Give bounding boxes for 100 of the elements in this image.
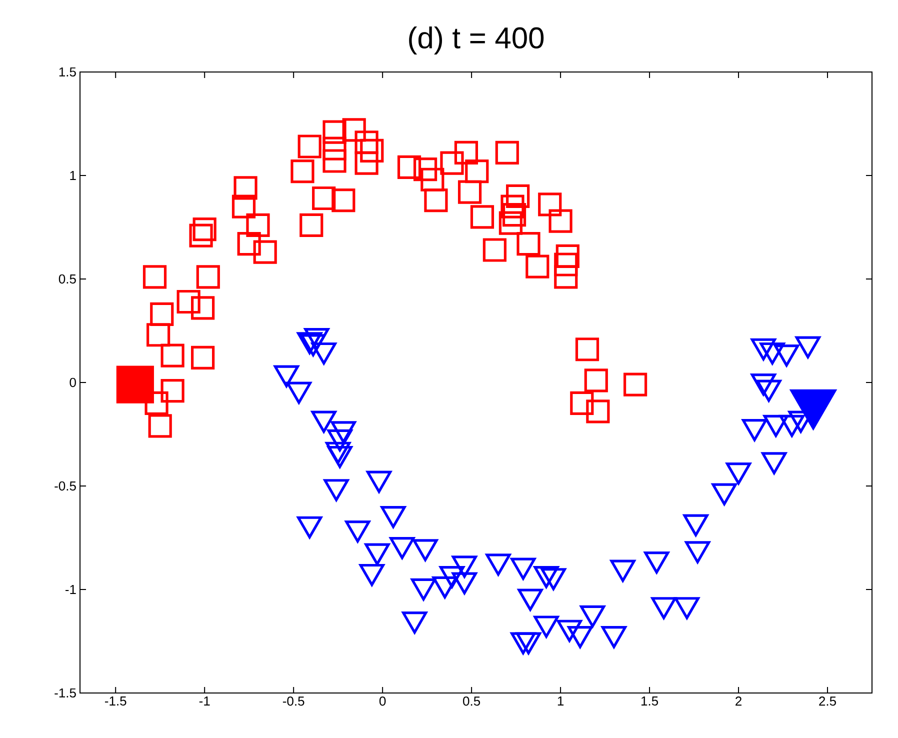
point xyxy=(246,213,270,237)
point xyxy=(397,155,422,180)
point xyxy=(360,138,384,162)
point xyxy=(452,556,477,578)
point xyxy=(644,552,670,574)
point xyxy=(412,539,438,562)
point xyxy=(176,290,200,314)
point xyxy=(575,338,600,362)
point xyxy=(779,414,804,438)
point xyxy=(506,184,530,208)
point xyxy=(304,328,330,350)
point xyxy=(237,232,261,256)
point xyxy=(424,188,448,212)
y-tick-label: 1 xyxy=(70,171,76,180)
point xyxy=(756,380,782,402)
point xyxy=(452,572,477,594)
point xyxy=(548,209,572,233)
y-tick-label: 0.5 xyxy=(58,274,76,284)
point xyxy=(726,462,752,485)
point xyxy=(160,344,184,368)
point xyxy=(482,238,506,262)
point xyxy=(359,564,384,586)
x-tick-label: 2 xyxy=(736,696,742,706)
point xyxy=(651,597,676,620)
point xyxy=(516,632,542,654)
point xyxy=(366,470,392,493)
point xyxy=(189,224,213,248)
point xyxy=(568,626,593,648)
point xyxy=(300,213,324,237)
point xyxy=(160,378,184,403)
point xyxy=(297,332,322,354)
point xyxy=(354,130,378,154)
point xyxy=(570,391,594,415)
point xyxy=(342,118,366,142)
point xyxy=(150,302,174,326)
point xyxy=(584,368,608,392)
point xyxy=(623,372,648,396)
point xyxy=(440,151,464,175)
point xyxy=(486,554,511,576)
point xyxy=(327,446,352,468)
point xyxy=(274,365,300,388)
point xyxy=(518,588,543,611)
point xyxy=(322,149,346,173)
point xyxy=(534,566,559,588)
x-tick-label: -1.5 xyxy=(104,696,126,706)
x-tick-label: -0.5 xyxy=(282,696,304,706)
point xyxy=(495,140,519,165)
y-tick-label: 1.5 xyxy=(59,67,76,77)
point xyxy=(191,296,215,320)
point xyxy=(470,205,494,229)
point xyxy=(232,194,256,218)
point xyxy=(580,605,606,628)
point xyxy=(191,346,215,370)
point xyxy=(683,514,708,536)
point xyxy=(526,254,550,278)
point xyxy=(345,520,370,543)
y-tick-label: 0 xyxy=(70,378,76,388)
point xyxy=(762,452,787,474)
y-tick-label: -1.5 xyxy=(54,688,76,698)
point xyxy=(750,374,776,396)
x-tick-label: 0 xyxy=(379,696,386,706)
point xyxy=(540,568,566,590)
y-tick-label: -0.5 xyxy=(54,481,76,491)
point xyxy=(454,140,478,165)
point xyxy=(556,620,582,642)
point xyxy=(413,157,438,182)
point xyxy=(538,192,562,216)
point xyxy=(439,566,465,588)
point xyxy=(465,160,489,184)
point xyxy=(298,134,322,158)
point xyxy=(610,560,636,582)
point xyxy=(432,576,458,598)
point xyxy=(311,342,336,365)
point xyxy=(516,232,540,256)
point xyxy=(297,516,322,538)
x-tick-label: 2.5 xyxy=(819,696,836,706)
point xyxy=(354,151,378,175)
point xyxy=(290,160,314,184)
point xyxy=(322,120,346,144)
point xyxy=(554,252,578,276)
point xyxy=(554,265,578,289)
point xyxy=(712,483,737,506)
x-tick-label: 1 xyxy=(558,696,564,706)
point xyxy=(330,421,356,444)
point xyxy=(253,240,277,264)
point xyxy=(795,336,820,358)
point xyxy=(324,479,349,502)
point xyxy=(332,188,356,212)
y-tick-label: -1 xyxy=(65,585,76,594)
point xyxy=(510,558,536,580)
chart-title: (d) t = 400 xyxy=(409,26,544,54)
point xyxy=(420,168,444,192)
point xyxy=(146,323,170,347)
x-tick-label: 1.5 xyxy=(641,696,658,706)
point xyxy=(402,612,428,634)
point xyxy=(327,429,352,452)
point xyxy=(142,265,167,289)
point xyxy=(742,419,768,442)
x-tick-label: -1 xyxy=(199,696,210,706)
point xyxy=(148,414,172,438)
